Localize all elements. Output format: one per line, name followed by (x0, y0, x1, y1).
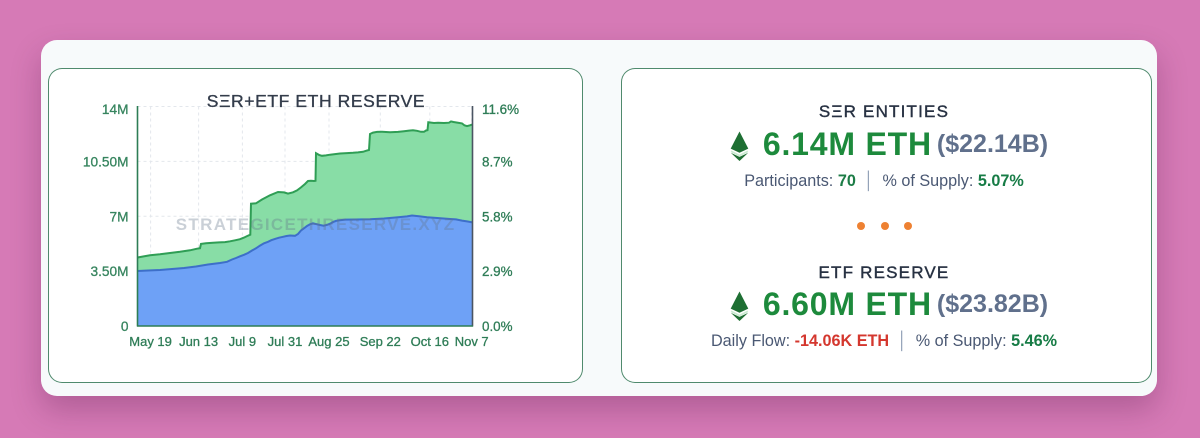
svg-text:Aug 25: Aug 25 (308, 334, 349, 349)
svg-text:10.50M: 10.50M (83, 154, 129, 169)
svg-text:8.7%: 8.7% (482, 154, 513, 169)
svg-text:Sep 22: Sep 22 (360, 334, 401, 349)
svg-text:11.6%: 11.6% (482, 102, 519, 117)
svg-text:Nov 7: Nov 7 (455, 334, 489, 349)
svg-text:5.8%: 5.8% (482, 209, 513, 224)
svg-text:14M: 14M (102, 102, 129, 117)
svg-text:7M: 7M (109, 209, 128, 224)
svg-text:0.0%: 0.0% (482, 319, 513, 334)
svg-text:0: 0 (121, 319, 129, 334)
svg-text:May 19: May 19 (129, 334, 172, 349)
svg-text:Jun 13: Jun 13 (179, 334, 218, 349)
svg-text:Jul 9: Jul 9 (229, 334, 256, 349)
svg-text:Jul 31: Jul 31 (268, 334, 303, 349)
svg-text:STRATEGICETHRESERVE.XYZ: STRATEGICETHRESERVE.XYZ (176, 215, 456, 234)
svg-text:2.9%: 2.9% (482, 264, 513, 279)
svg-text:SΞR+ETF ETH RESERVE: SΞR+ETF ETH RESERVE (207, 91, 425, 111)
svg-text:Oct 16: Oct 16 (411, 334, 449, 349)
svg-text:3.50M: 3.50M (90, 264, 128, 279)
